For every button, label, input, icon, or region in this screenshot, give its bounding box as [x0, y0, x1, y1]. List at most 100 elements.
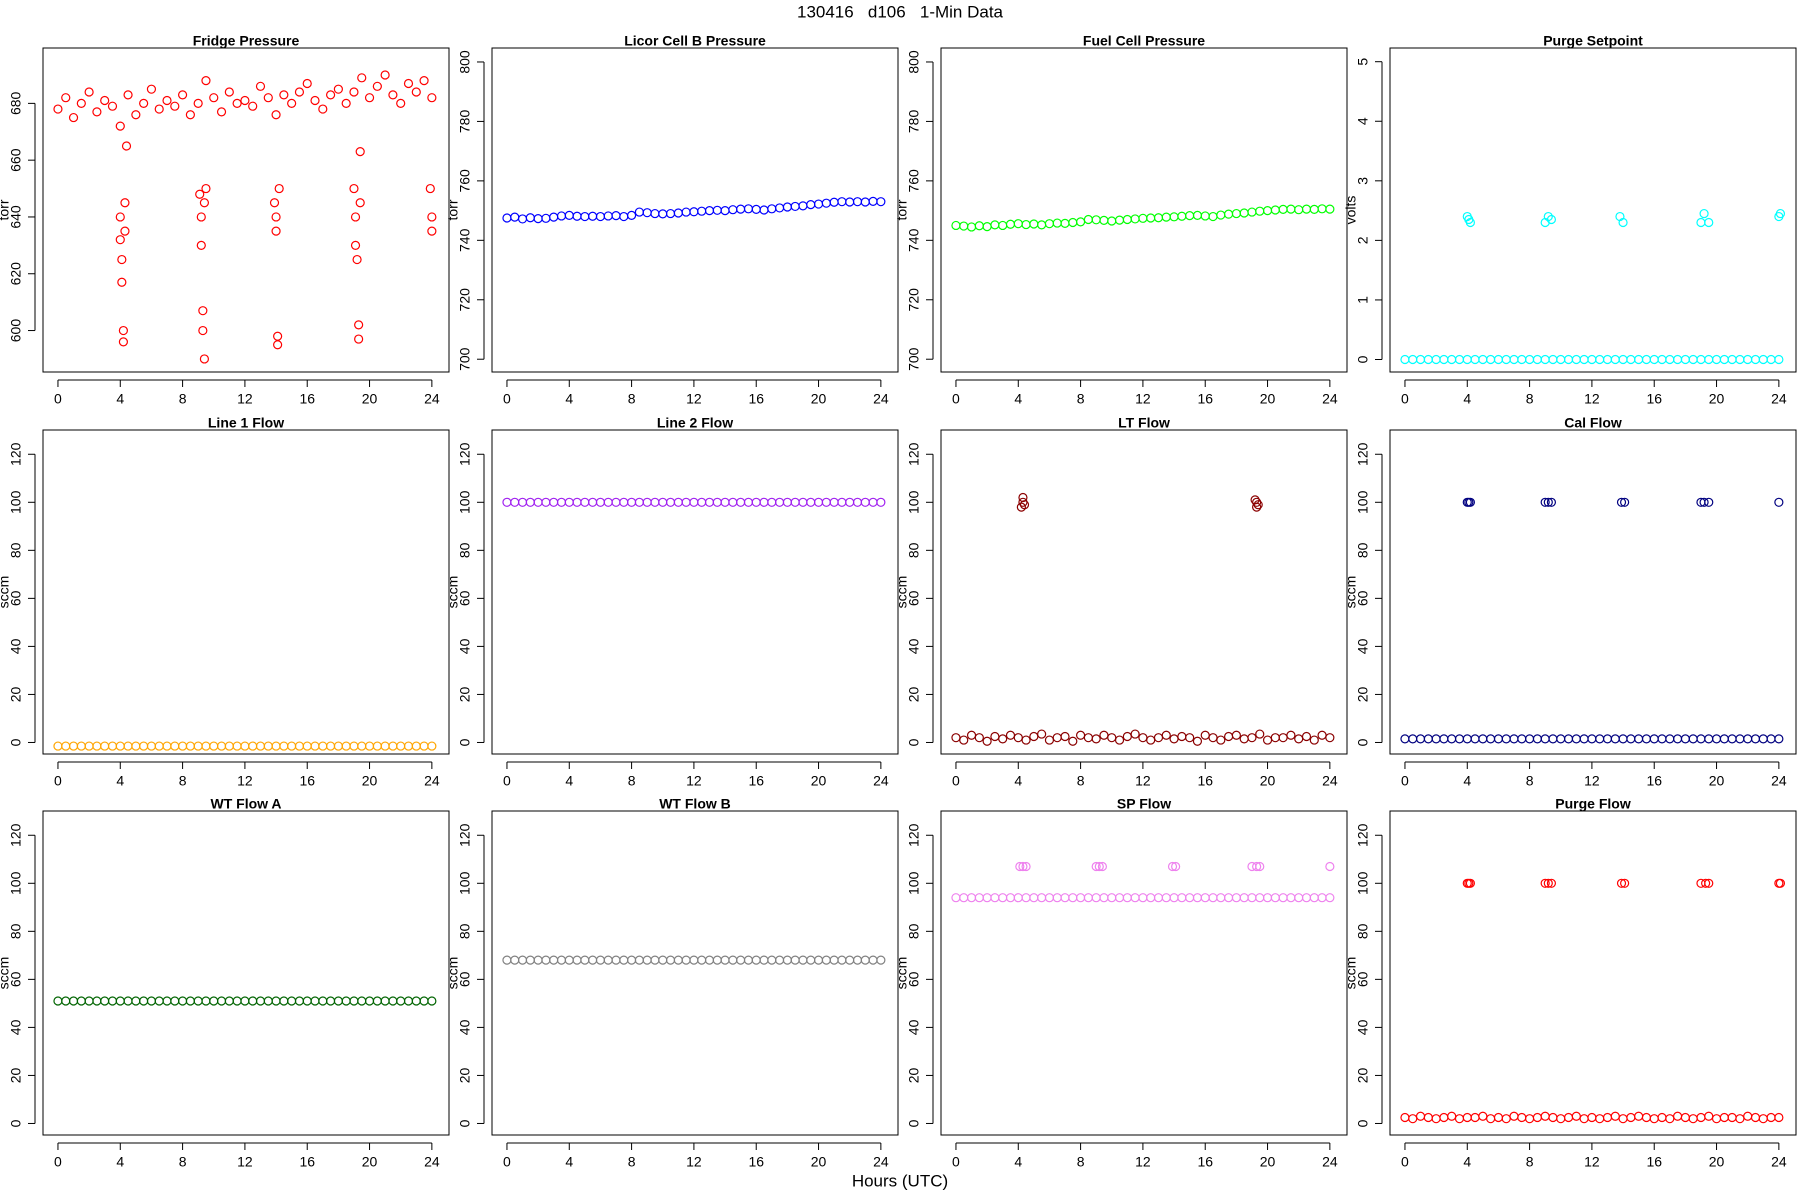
- point: [68, 112, 79, 123]
- x-tick-label: 20: [1709, 1154, 1725, 1170]
- y-tick-label: 800: [906, 50, 922, 74]
- point: [1543, 211, 1553, 222]
- y-tick-label: 1: [1355, 296, 1371, 304]
- y-tick-label: 60: [8, 971, 24, 987]
- x-tick-label: 0: [54, 1154, 62, 1170]
- point: [1620, 497, 1630, 507]
- y-axis-label: torr: [0, 199, 12, 220]
- point: [118, 325, 128, 336]
- point: [1325, 861, 1335, 872]
- point: [974, 733, 984, 743]
- point: [209, 93, 219, 103]
- x-tick-label: 12: [237, 773, 253, 789]
- point: [1774, 734, 1784, 744]
- point: [146, 84, 157, 94]
- y-tick-label: 20: [8, 1067, 24, 1083]
- x-tick-label: 16: [1646, 1154, 1662, 1170]
- point: [1252, 502, 1262, 512]
- x-tick-label: 24: [424, 1154, 440, 1170]
- y-tick-label: 720: [457, 288, 473, 312]
- x-tick-label: 16: [1197, 1154, 1213, 1170]
- point: [1247, 733, 1257, 743]
- x-tick-label: 4: [565, 391, 573, 407]
- plot-frame: [940, 47, 1348, 373]
- y-tick-label: 620: [8, 262, 24, 286]
- panel-title: WT Flow A: [210, 796, 281, 812]
- x-tick-label: 16: [299, 1154, 315, 1170]
- point: [107, 101, 118, 111]
- x-tick-label: 16: [299, 391, 315, 407]
- point: [1231, 730, 1241, 740]
- panel-title: WT Flow B: [659, 796, 731, 812]
- x-tick-label: 12: [1135, 391, 1151, 407]
- point: [1775, 878, 1786, 888]
- point: [199, 354, 210, 364]
- x-tick-label: 8: [1077, 773, 1085, 789]
- x-tick-label: 0: [952, 391, 960, 407]
- point: [1774, 354, 1784, 365]
- point: [1252, 861, 1262, 872]
- x-tick-label: 24: [873, 391, 889, 407]
- point: [1015, 861, 1025, 872]
- point: [196, 212, 206, 222]
- x-tick-label: 0: [1401, 391, 1409, 407]
- point: [1546, 878, 1557, 888]
- y-axis-label: sccm: [894, 576, 910, 609]
- point: [876, 955, 886, 965]
- point: [354, 334, 364, 344]
- point: [255, 81, 266, 91]
- x-axis-label: Hours (UTC): [852, 1171, 948, 1190]
- point: [1185, 733, 1195, 743]
- y-tick-label: 700: [457, 347, 473, 371]
- x-tick-label: 12: [1584, 773, 1600, 789]
- panel-title: Cal Flow: [1564, 415, 1622, 431]
- y-tick-label: 20: [906, 686, 922, 702]
- x-tick-label: 4: [1014, 391, 1022, 407]
- x-tick-label: 24: [424, 773, 440, 789]
- point: [350, 240, 361, 250]
- point: [170, 101, 180, 111]
- x-tick-label: 0: [503, 391, 511, 407]
- point: [357, 73, 367, 83]
- x-tick-label: 12: [686, 773, 702, 789]
- point: [427, 996, 437, 1006]
- point: [123, 90, 133, 100]
- y-tick-label: 80: [8, 542, 24, 558]
- y-axis-label: sccm: [1343, 957, 1359, 990]
- y-tick-label: 80: [1355, 923, 1371, 939]
- y-tick-label: 0: [1355, 1119, 1371, 1127]
- point: [1114, 735, 1125, 745]
- y-axis-label: sccm: [1343, 576, 1359, 609]
- x-tick-label: 20: [362, 1154, 378, 1170]
- x-tick-label: 20: [1709, 773, 1725, 789]
- point: [1540, 497, 1550, 507]
- point: [1543, 497, 1553, 507]
- point: [53, 104, 63, 114]
- x-tick-label: 20: [362, 391, 378, 407]
- y-tick-label: 40: [8, 1019, 24, 1035]
- point: [1325, 204, 1335, 214]
- plot-frame: [940, 810, 1348, 1136]
- x-tick-label: 20: [1260, 773, 1276, 789]
- point: [121, 141, 132, 151]
- y-tick-label: 40: [457, 638, 473, 654]
- y-tick-label: 100: [457, 490, 473, 514]
- point: [1620, 878, 1630, 888]
- x-tick-label: 16: [1197, 391, 1213, 407]
- point: [201, 76, 211, 86]
- y-tick-label: 20: [457, 1067, 473, 1083]
- x-tick-label: 20: [1709, 391, 1725, 407]
- x-tick-label: 0: [503, 773, 511, 789]
- y-tick-label: 740: [906, 228, 922, 252]
- panel-title: Line 2 Flow: [657, 415, 733, 431]
- point: [271, 212, 281, 222]
- point: [350, 212, 361, 222]
- point: [1301, 731, 1312, 742]
- y-tick-label: 120: [457, 823, 473, 847]
- y-tick-label: 60: [457, 971, 473, 987]
- y-tick-label: 0: [906, 738, 922, 746]
- y-tick-label: 100: [8, 871, 24, 895]
- point: [1216, 735, 1226, 745]
- y-tick-label: 120: [906, 823, 922, 847]
